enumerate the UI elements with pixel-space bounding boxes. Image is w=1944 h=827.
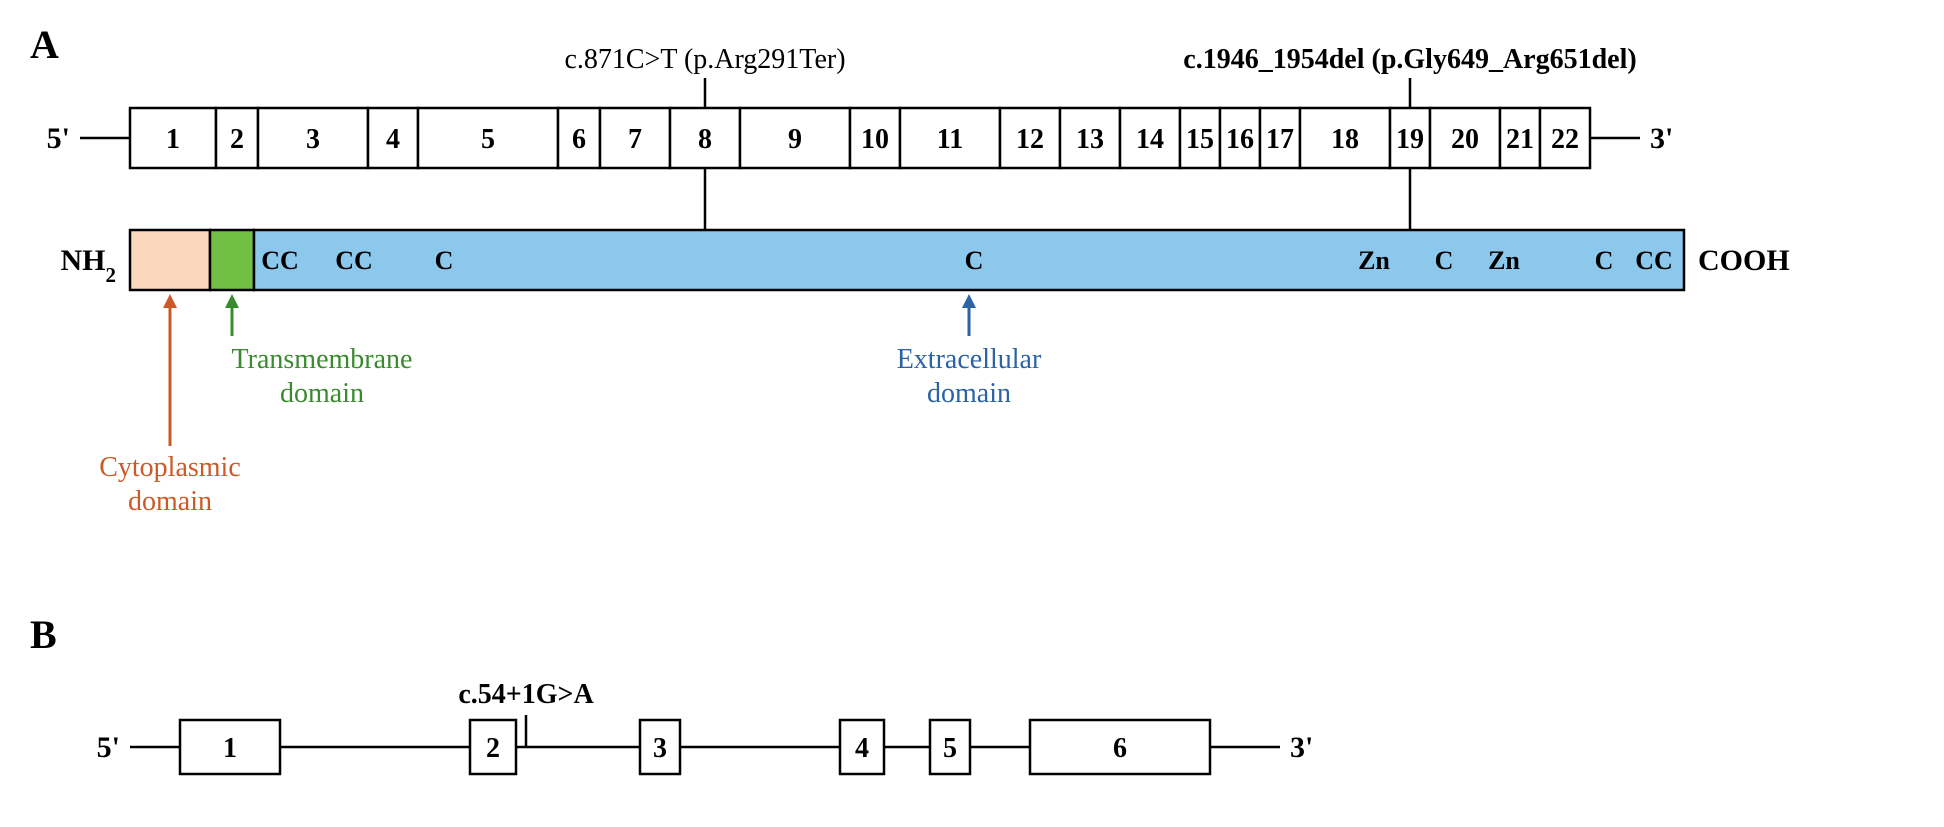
protein-site-label: CC: [261, 246, 299, 275]
mutation1-label: c.871C>T (p.Arg291Ter): [564, 44, 845, 75]
exon-number: 11: [937, 124, 963, 155]
exon-number: 9: [788, 124, 802, 155]
figure-container: A123456789101112131415161718192021225'3'…: [20, 20, 1924, 807]
panel-b-five-prime: 5': [97, 731, 120, 764]
cytoplasmic-domain-label: Cytoplasmic: [99, 452, 241, 483]
exon-number: 1: [166, 124, 180, 155]
exon-number: 13: [1076, 124, 1104, 155]
panel-b-exon-number: 3: [653, 733, 667, 764]
exon-number: 15: [1186, 124, 1214, 155]
panel-b-exon-number: 5: [943, 733, 957, 764]
transmembrane-domain-label: domain: [280, 378, 364, 409]
protein-domain-cytoplasmic: [130, 230, 210, 290]
exon-number: 19: [1396, 124, 1424, 155]
exon-number: 14: [1136, 124, 1164, 155]
protein-site-label: C: [1435, 246, 1454, 275]
exon-number: 10: [861, 124, 889, 155]
exon-number: 3: [306, 124, 320, 155]
exon-number: 18: [1331, 124, 1359, 155]
panel-b-exon-number: 2: [486, 733, 500, 764]
extracellular-domain-label: domain: [927, 378, 1011, 409]
protein-site-label: C: [435, 246, 454, 275]
protein-site-label: Zn: [1488, 246, 1520, 275]
protein-site-label: CC: [335, 246, 373, 275]
exon-number: 6: [572, 124, 586, 155]
cytoplasmic-domain-label: domain: [128, 486, 212, 517]
exon-number: 12: [1016, 124, 1044, 155]
panel-a-label: A: [30, 22, 59, 67]
diagram-svg: A123456789101112131415161718192021225'3'…: [20, 20, 1924, 807]
exon-number: 16: [1226, 124, 1254, 155]
exon-number: 4: [386, 124, 400, 155]
exon-number: 21: [1506, 124, 1534, 155]
protein-site-label: C: [1595, 246, 1614, 275]
panel-b-exon-number: 1: [223, 733, 237, 764]
transmembrane-domain-label: Transmembrane: [232, 344, 413, 375]
nh2-label: NH2: [61, 244, 117, 287]
exon-number: 17: [1266, 124, 1294, 155]
exon-number: 20: [1451, 124, 1479, 155]
panel-b-three-prime: 3': [1290, 731, 1313, 764]
mutation2-label: c.1946_1954del (p.Gly649_Arg651del): [1183, 44, 1636, 75]
exon-number: 7: [628, 124, 642, 155]
panel-b-exon-number: 6: [1113, 733, 1127, 764]
panel-b-label: B: [30, 612, 57, 657]
extracellular-domain-label: Extracellular: [897, 344, 1042, 375]
exon-number: 2: [230, 124, 244, 155]
five-prime-label: 5': [47, 122, 70, 155]
protein-site-label: C: [965, 246, 984, 275]
protein-site-label: Zn: [1358, 246, 1390, 275]
exon-number: 8: [698, 124, 712, 155]
three-prime-label: 3': [1650, 122, 1673, 155]
cooh-label: COOH: [1698, 244, 1790, 277]
protein-site-label: CC: [1635, 246, 1673, 275]
exon-number: 22: [1551, 124, 1579, 155]
protein-domain-transmembrane: [210, 230, 254, 290]
panel-b-mutation-label: c.54+1G>A: [458, 679, 594, 710]
panel-b-exon-number: 4: [855, 733, 869, 764]
exon-number: 5: [481, 124, 495, 155]
